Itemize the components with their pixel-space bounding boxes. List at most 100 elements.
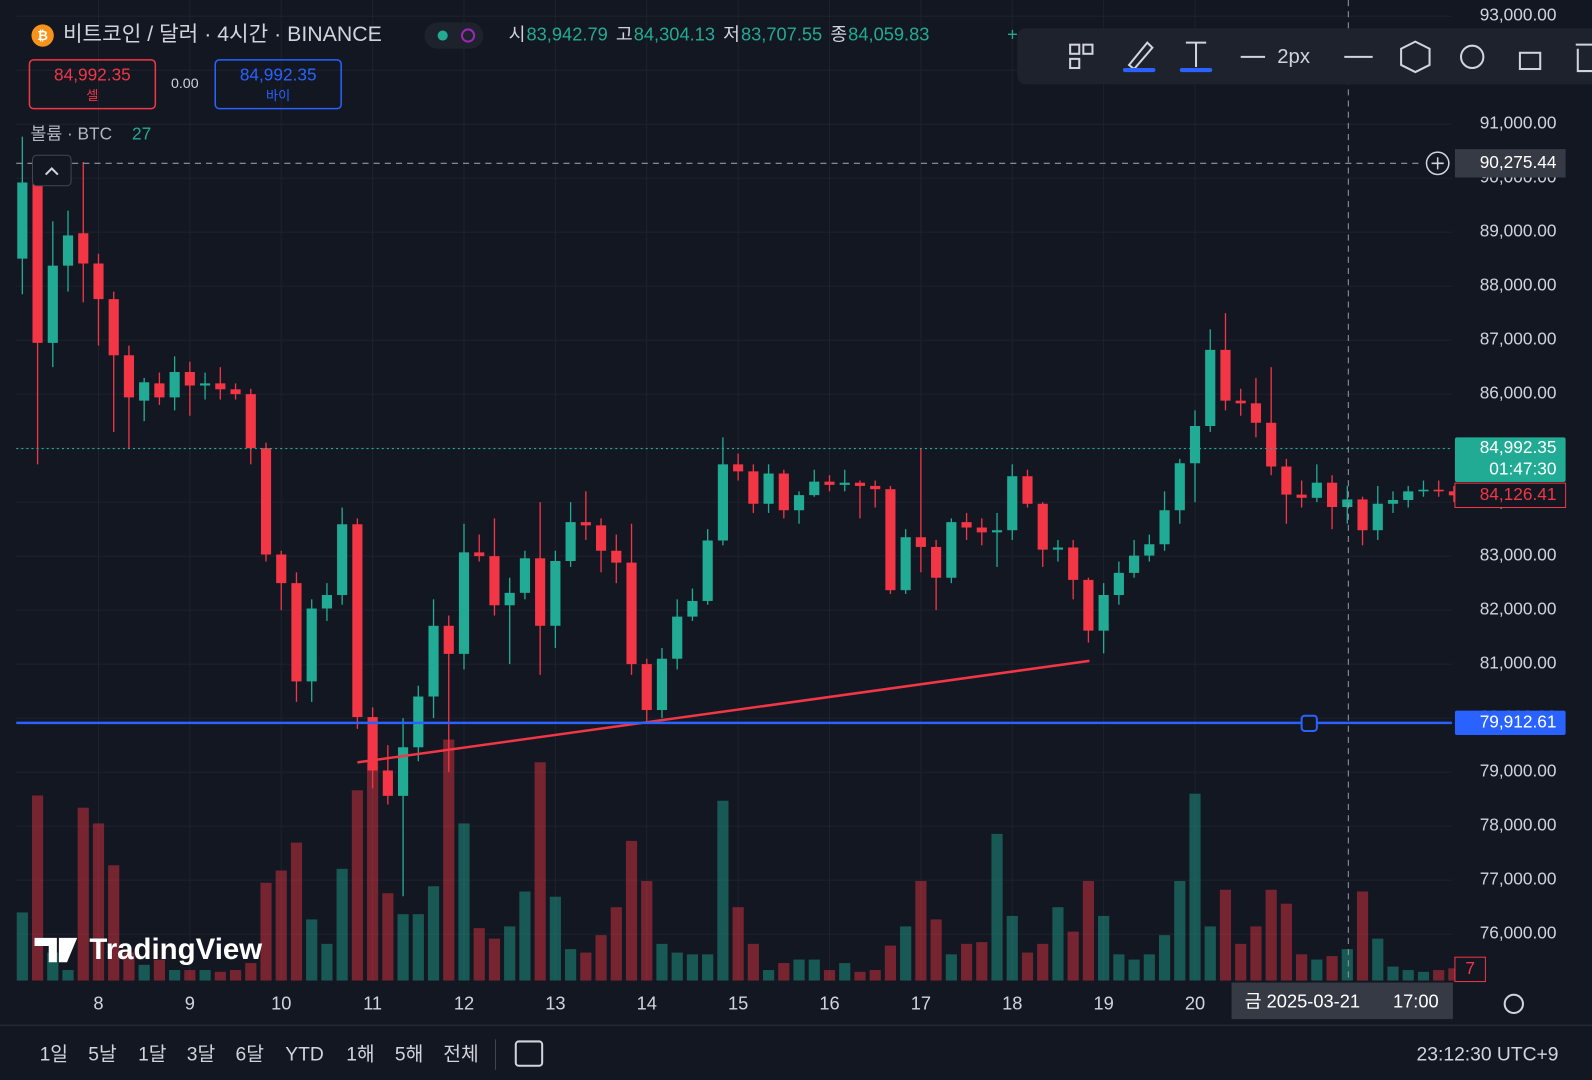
buy-price: 84,992.35 [240, 65, 317, 85]
candle-body [1250, 403, 1262, 423]
volume-bar [793, 959, 805, 981]
candle-body [1418, 489, 1429, 492]
candle-body [885, 489, 896, 591]
volume-bar [1052, 907, 1064, 981]
candle-body [1007, 476, 1018, 531]
candle-body [230, 389, 241, 395]
collapse-button[interactable] [31, 154, 72, 187]
candle-body [108, 299, 119, 356]
volume-bar [686, 954, 699, 981]
toolbar-settings[interactable] [1400, 40, 1431, 74]
volume-bar [184, 970, 196, 981]
toolbar-layout-icon[interactable] [1069, 57, 1081, 70]
candle-body [870, 485, 881, 490]
period-button[interactable]: 1해 [346, 1044, 374, 1066]
line-width[interactable]: 2px [1277, 46, 1310, 68]
volume-bar [854, 971, 866, 981]
candle-body [78, 233, 89, 264]
candle-body [1327, 482, 1338, 508]
volume-bar [1006, 915, 1018, 981]
volume-tag-label: 7 [1465, 958, 1475, 978]
candle-body [1220, 349, 1231, 401]
volume-bar [900, 926, 912, 981]
candle-body [626, 562, 637, 665]
toolbar-pencil[interactable] [1127, 41, 1154, 71]
period-button[interactable]: 1달 [138, 1044, 167, 1066]
price-tag-label: 79,912.61 [1480, 711, 1557, 731]
candle-body [1342, 499, 1353, 508]
buy-label: 바이 [266, 88, 290, 103]
volume-bar [915, 881, 927, 981]
volume-bar [214, 971, 226, 981]
candle-body [778, 473, 789, 511]
candle-body [991, 530, 1003, 533]
candle-body [321, 595, 333, 609]
candle-body [123, 355, 135, 398]
period-button[interactable]: 3달 [187, 1044, 216, 1066]
candle-body [793, 495, 805, 511]
toolbar-layout-icon[interactable] [1069, 43, 1081, 55]
candle-body [1189, 426, 1201, 464]
candle-body [839, 482, 850, 485]
period-button[interactable]: 5해 [395, 1044, 423, 1066]
axis-settings[interactable] [1503, 993, 1524, 1015]
crosshair-add-icon [1431, 157, 1444, 170]
sell-button[interactable] [28, 59, 157, 110]
volume-bar [1387, 966, 1399, 981]
candle-body [656, 658, 668, 711]
period-button[interactable]: YTD [285, 1045, 324, 1066]
volume-bar [534, 762, 546, 981]
ohlc-label: 고 [616, 23, 633, 44]
toolbar-delete[interactable] [1575, 43, 1592, 73]
candle-body [200, 383, 211, 386]
period-button[interactable]: 5날 [88, 1044, 117, 1066]
y-tick-label: 81,000.00 [1480, 653, 1557, 673]
volume-bar [427, 886, 440, 981]
candle-body [1098, 595, 1109, 631]
x-tick-label: 20 [1185, 993, 1205, 1014]
candle-body [367, 717, 378, 771]
volume-bar [991, 833, 1003, 981]
volume-bar [77, 807, 89, 981]
toolbar-text[interactable] [1185, 41, 1207, 67]
line-handle[interactable] [1300, 714, 1318, 732]
volume-bar [367, 762, 379, 981]
price-tag-label: 84,992.35 [1480, 437, 1557, 457]
candle-body [139, 382, 150, 401]
volume-bar [595, 935, 607, 981]
period-button[interactable]: 1일 [40, 1044, 68, 1066]
date-range-button[interactable] [514, 1040, 544, 1067]
toolbar-layout-icon[interactable] [1082, 43, 1094, 55]
candle-body [62, 235, 74, 266]
candle-body [276, 554, 287, 584]
candle-body [260, 448, 272, 555]
volume-bar [458, 823, 470, 981]
period-button[interactable]: 6달 [236, 1044, 265, 1066]
toolbar-lock[interactable] [1518, 51, 1542, 71]
candle-body [443, 625, 454, 654]
toolbar-alert[interactable] [1460, 44, 1485, 70]
candle-body [17, 182, 28, 259]
crosshair-date: 금 2025-03-21 [1245, 991, 1360, 1012]
volume-bar [16, 912, 28, 981]
market-status [437, 30, 448, 41]
sell-price: 84,992.35 [54, 65, 131, 85]
volume-bar [1174, 881, 1186, 981]
volume-bar [199, 970, 211, 981]
volume-bar [565, 949, 577, 981]
volume-bar [245, 963, 257, 981]
volume-bar [884, 945, 897, 981]
volume-bar [930, 919, 942, 981]
spread: 0.00 [171, 76, 199, 92]
candle-body [580, 522, 591, 526]
candle-body [733, 464, 744, 472]
period-button[interactable]: 전체 [443, 1044, 478, 1066]
volume-bar [1235, 943, 1247, 981]
y-tick-label: 79,000.00 [1480, 761, 1557, 781]
buy-button[interactable] [214, 59, 342, 110]
volume-bar [717, 800, 729, 981]
volume-bar [504, 926, 516, 981]
candle-body [550, 560, 561, 626]
candle-body [748, 471, 759, 504]
